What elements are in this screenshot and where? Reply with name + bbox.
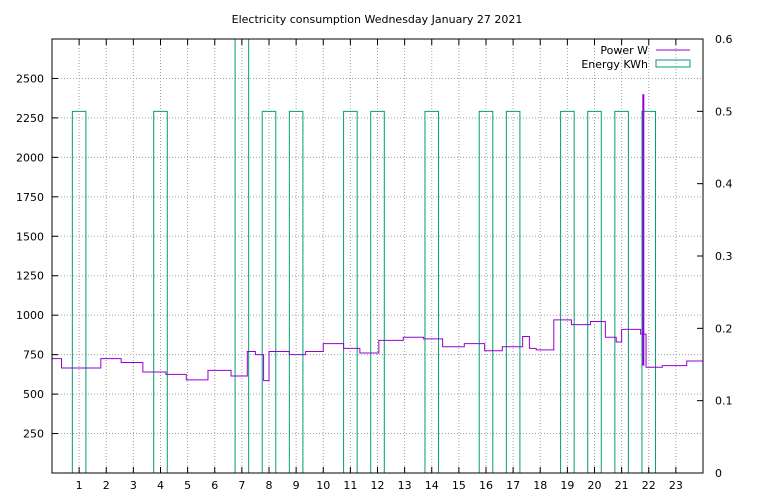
power-line [52,319,703,382]
x-tick-label: 14 [425,479,439,492]
energy-bar [424,110,440,473]
y-left-tick-label: 1500 [16,230,44,243]
energy-bar [505,110,521,473]
y-left-tick-label: 2250 [16,112,44,125]
y-left-tick-label: 1250 [16,270,44,283]
x-tick-label: 6 [211,479,218,492]
grid [52,39,703,473]
energy-bar [370,110,385,473]
plot-frame [51,38,704,474]
energy-bar [614,110,629,473]
energy-series [71,38,657,473]
y-right-tick-label: 0.5 [715,105,733,118]
x-tick-label: 9 [293,479,300,492]
y-right-tick-label: 0.4 [715,178,733,191]
x-tick-label: 1 [76,479,83,492]
y-left-tick-label: 1750 [16,191,44,204]
energy-bar [560,110,575,473]
y-left-tick-label: 2500 [16,72,44,85]
x-tick-label: 16 [479,479,493,492]
y-left-tick-label: 1000 [16,309,44,322]
y-left-tick-label: 750 [23,349,44,362]
x-tick-label: 3 [130,479,137,492]
legend-power-label: Power W [600,44,648,57]
legend-energy-swatch [655,59,691,68]
y-right-tick-label: 0.1 [715,395,733,408]
axis-tick-labels: 1 2 3 4 5 6 7 8 9 10 11 12 13 14 15 16 17 18 19 20 21 22 23250… [16,33,733,492]
y-right-tick-label: 0.3 [715,250,733,263]
y-left-tick-label: 250 [23,428,44,441]
x-tick-label: 10 [316,479,330,492]
x-tick-label: 7 [238,479,245,492]
x-tick-label: 23 [669,479,683,492]
energy-bar [288,110,304,473]
x-tick-label: 18 [533,479,547,492]
x-tick-label: 19 [560,479,574,492]
y-right-tick-label: 0 [715,467,722,480]
x-tick-label: 17 [506,479,520,492]
energy-bar [478,110,494,473]
energy-bar [343,110,358,473]
x-tick-label: 21 [615,479,629,492]
x-tick-label: 11 [343,479,357,492]
y-left-tick-label: 500 [23,388,44,401]
legend-energy-label: Energy KWh [581,58,648,71]
x-tick-label: 22 [642,479,656,492]
energy-bar [587,110,602,473]
x-tick-label: 4 [157,479,164,492]
x-tick-label: 2 [103,479,110,492]
y-right-tick-label: 0.6 [715,33,733,46]
x-tick-label: 8 [266,479,273,492]
chart-title: Electricity consumption Wednesday Januar… [232,13,523,26]
axis-ticks [52,38,703,474]
energy-bar [153,110,168,473]
x-tick-label: 15 [452,479,466,492]
legend: Power W Energy KWh [581,44,691,71]
energy-bar [71,110,87,473]
x-tick-label: 5 [184,479,191,492]
energy-bar [261,110,277,473]
power-series [52,94,703,382]
x-tick-label: 20 [588,479,602,492]
x-tick-label: 13 [398,479,412,492]
x-tick-label: 12 [371,479,385,492]
energy-bar [641,110,657,473]
y-left-tick-label: 2000 [16,151,44,164]
y-right-tick-label: 0.2 [715,322,733,335]
